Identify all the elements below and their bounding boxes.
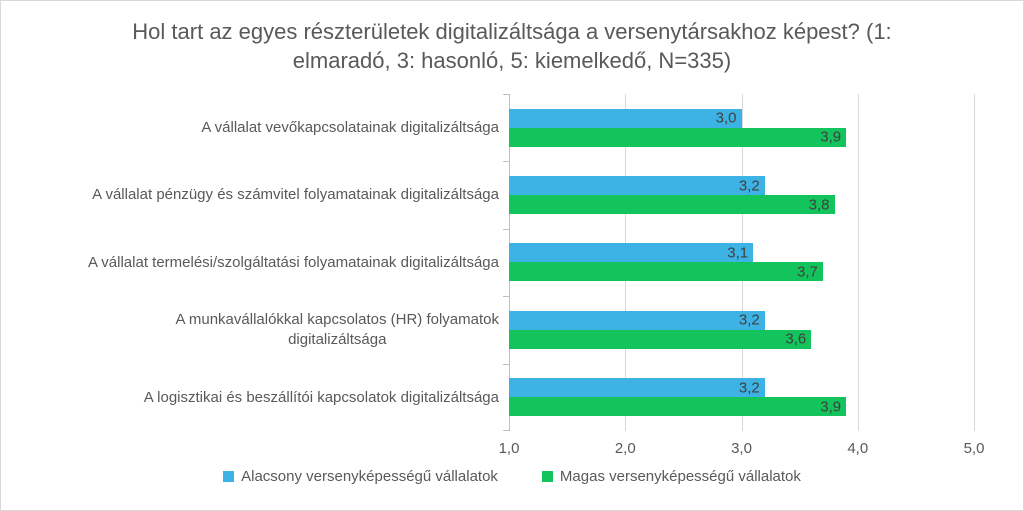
bar-value-label: 3,9 [820,398,842,416]
category-axis-tick [503,296,509,298]
category-label: A logisztikai és beszállítói kapcsolatok… [9,364,499,431]
x-axis-tick-label: 1,0 [498,440,520,457]
bar-value-label: 3,6 [785,330,807,348]
category-label-text: A munkavállalókkal kapcsolatos (HR) foly… [175,311,499,348]
bar-value-label: 3,8 [808,196,830,214]
category-axis-tick [503,94,509,95]
x-axis-tick-label: 2,0 [614,440,636,457]
bar-low-competitiveness: 3,2 [509,310,765,330]
bar-value-label: 3,0 [715,109,737,127]
bar-value-label: 3,7 [797,263,818,281]
bar-value-label: 3,9 [820,128,842,146]
x-axis-tick-label: 4,0 [847,440,869,457]
category-label: A vállalat vevőkapcsolatainak digitalizá… [9,94,499,161]
gridline [974,94,975,431]
category-label-text: A vállalat pénzügy és számvitel folyamat… [92,186,499,204]
category-axis-tick [503,430,509,431]
category-label: A munkavállalókkal kapcsolatos (HR) foly… [9,296,499,363]
legend-item-high-competitiveness: Magas versenyképességű vállalatok [541,468,801,485]
legend: Alacsony versenyképességű vállalatok Maga… [1,468,1023,485]
bar-high-competitiveness: 3,9 [509,397,847,417]
bar-high-competitiveness: 3,6 [509,329,812,349]
bar-group: 3,2 3,6 [509,296,974,363]
bar-high-competitiveness: 3,7 [509,262,823,282]
chart-title-text: Hol tart az egyes részterületek digitali… [132,19,892,74]
category-label-text: A vállalat termelési/szolgáltatási folya… [87,253,499,271]
legend-swatch-icon [541,471,553,482]
bar-value-label: 3,1 [727,244,749,262]
category-label: A vállalat pénzügy és számvitel folyamat… [9,161,499,228]
category-axis-tick [503,228,509,230]
bar-group: 3,1 3,7 [509,229,974,296]
bar-value-label: 3,2 [738,177,760,195]
category-axis-tick [503,161,509,163]
legend-item-low-competitiveness: Alacsony versenyképességű vállalatok [223,468,498,485]
legend-label: Magas versenyképességű vállalatok [559,468,801,485]
bar-pair: 3,2 3,8 [509,176,974,215]
category-label-text: A logisztikai és beszállítói kapcsolatok… [143,388,499,406]
x-axis-tick-labels: 1,0 2,0 3,0 4,0 5,0 [499,440,985,460]
gridline [857,94,859,431]
plot-area: 3,0 3,9 3,2 3,8 3,1 3,7 3,2 3,6 3,2 3,9 [503,94,975,431]
bar-low-competitiveness: 3,2 [509,378,765,398]
bar-high-competitiveness: 3,9 [509,127,847,147]
bar-low-competitiveness: 3,1 [509,243,754,263]
category-axis-labels: A vállalat vevőkapcsolatainak digitalizá… [9,94,499,431]
category-axis-tick [503,363,509,365]
bar-group: 3,2 3,9 [509,364,974,431]
bar-value-label: 3,2 [738,311,760,329]
category-label-text: A vállalat vevőkapcsolatainak digitalizá… [201,118,499,136]
bar-group: 3,2 3,8 [509,161,974,228]
bar-low-competitiveness: 3,2 [509,176,765,196]
bar-group: 3,0 3,9 [509,94,974,161]
bar-low-competitiveness: 3,0 [509,108,742,128]
bar-pair: 3,1 3,7 [509,243,974,282]
legend-swatch-icon [223,471,235,482]
category-label: A vállalat termelési/szolgáltatási folya… [9,229,499,296]
legend-label: Alacsony versenyképességű vállalatok [241,468,498,485]
chart-title: Hol tart az egyes részterületek digitali… [1,17,1023,75]
bar-pair: 3,2 3,6 [509,310,974,349]
x-axis-tick-label: 5,0 [963,440,985,457]
bar-high-competitiveness: 3,8 [509,195,835,215]
bar-value-label: 3,2 [738,379,760,397]
bar-pair: 3,0 3,9 [509,108,974,147]
bar-pair: 3,2 3,9 [509,378,974,417]
x-axis-tick-label: 3,0 [731,440,752,457]
